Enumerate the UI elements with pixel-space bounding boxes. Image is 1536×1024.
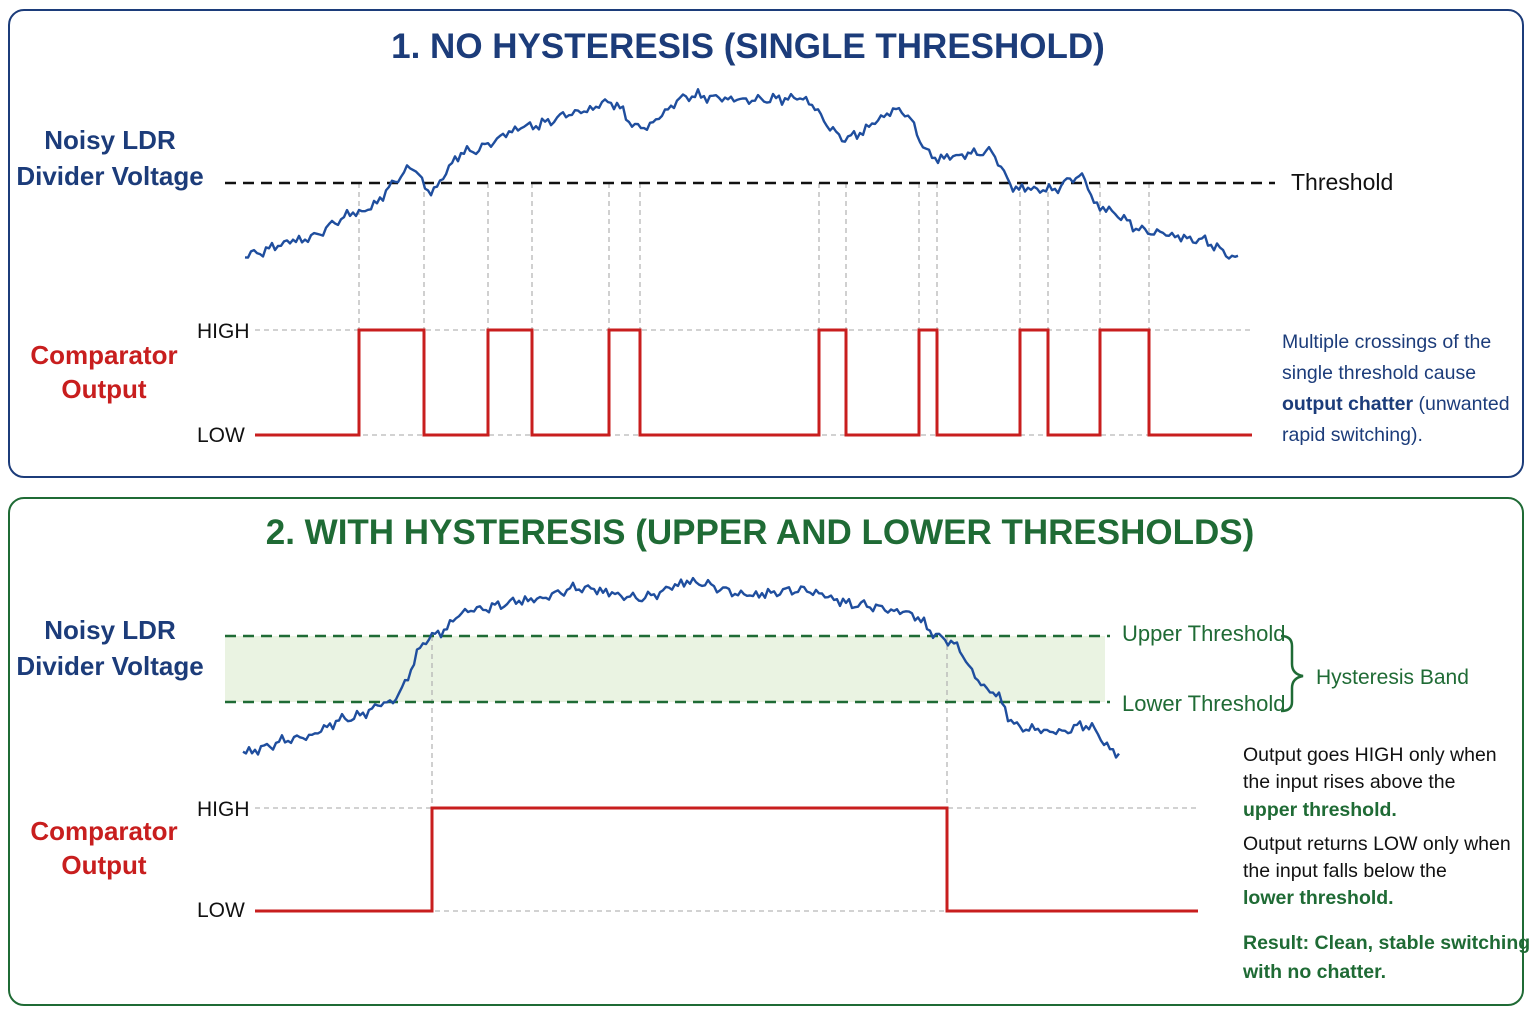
panel2-result: Result: Clean, stable switching with no … (1242, 932, 1536, 983)
panel2-noisy-signal (242, 576, 1120, 759)
no-hysteresis-panel (8, 9, 1524, 478)
hysteresis-band-label: Hysteresis Band (1316, 666, 1469, 689)
panel2-note1-line3: upper threshold. (1243, 799, 1397, 821)
panel2-result-line1: Result: Clean, stable switching (1243, 932, 1530, 954)
lower-threshold-label: Lower Threshold (1122, 691, 1285, 716)
panel2-note-low: Output returns LOW only when the input f… (1243, 833, 1516, 909)
panel2-note-high: Output goes HIGH only when the input ris… (1243, 744, 1502, 821)
panel2-comparator-output (255, 806, 1198, 913)
panel1-note-line4: rapid switching). (1282, 424, 1423, 446)
panel1-note-rest: (unwanted (1413, 393, 1509, 415)
panel1-low-label: LOW (197, 424, 245, 447)
panel2-result-line2: with no chatter. (1242, 961, 1386, 983)
panel1-output-label-line1: Comparator (30, 340, 177, 370)
panel2-output-label-line2: Output (61, 850, 147, 880)
panel1-threshold-label: Threshold (1291, 169, 1393, 195)
panel1-output-label-line2: Output (61, 374, 147, 404)
panel1-high-label: HIGH (197, 320, 250, 343)
panel2-note1-line2: the input rises above the (1243, 771, 1455, 793)
panel2-note1-line1: Output goes HIGH only when (1243, 744, 1497, 766)
panel1-note-line2: single threshold cause (1282, 362, 1476, 384)
panel2-title: 2. WITH HYSTERESIS (UPPER AND LOWER THRE… (266, 513, 1254, 552)
panel2-output-label-line1: Comparator (30, 816, 177, 846)
panel1-comparator-output (255, 328, 1252, 437)
panel1-note-line1: Multiple crossings of the (1282, 331, 1491, 353)
with-hysteresis-panel (8, 497, 1524, 1006)
panel1-note-bold: output chatter (1282, 393, 1413, 415)
panel2-note2-line3: lower threshold. (1243, 887, 1394, 909)
upper-threshold-label: Upper Threshold (1122, 621, 1285, 646)
panel1-title: 1. NO HYSTERESIS (SINGLE THRESHOLD) (391, 27, 1105, 66)
panel1-noisy-signal (244, 88, 1239, 260)
panel2-note2-line1: Output returns LOW only when (1243, 833, 1511, 855)
panel2-high-label: HIGH (197, 798, 250, 821)
panel1-signal-label-line2: Divider Voltage (16, 161, 203, 191)
panel2-note2-line2: the input falls below the (1243, 860, 1447, 882)
panel1-note: Multiple crossings of the single thresho… (1282, 331, 1515, 446)
hysteresis-band-brace (1280, 634, 1304, 713)
panel2-signal-label-line1: Noisy LDR (44, 615, 176, 645)
panel2-low-label: LOW (197, 899, 245, 922)
panel1-crossing-guides (358, 183, 1150, 435)
panel1-signal-label-line1: Noisy LDR (44, 125, 176, 155)
panel2-signal-label-line2: Divider Voltage (16, 651, 203, 681)
